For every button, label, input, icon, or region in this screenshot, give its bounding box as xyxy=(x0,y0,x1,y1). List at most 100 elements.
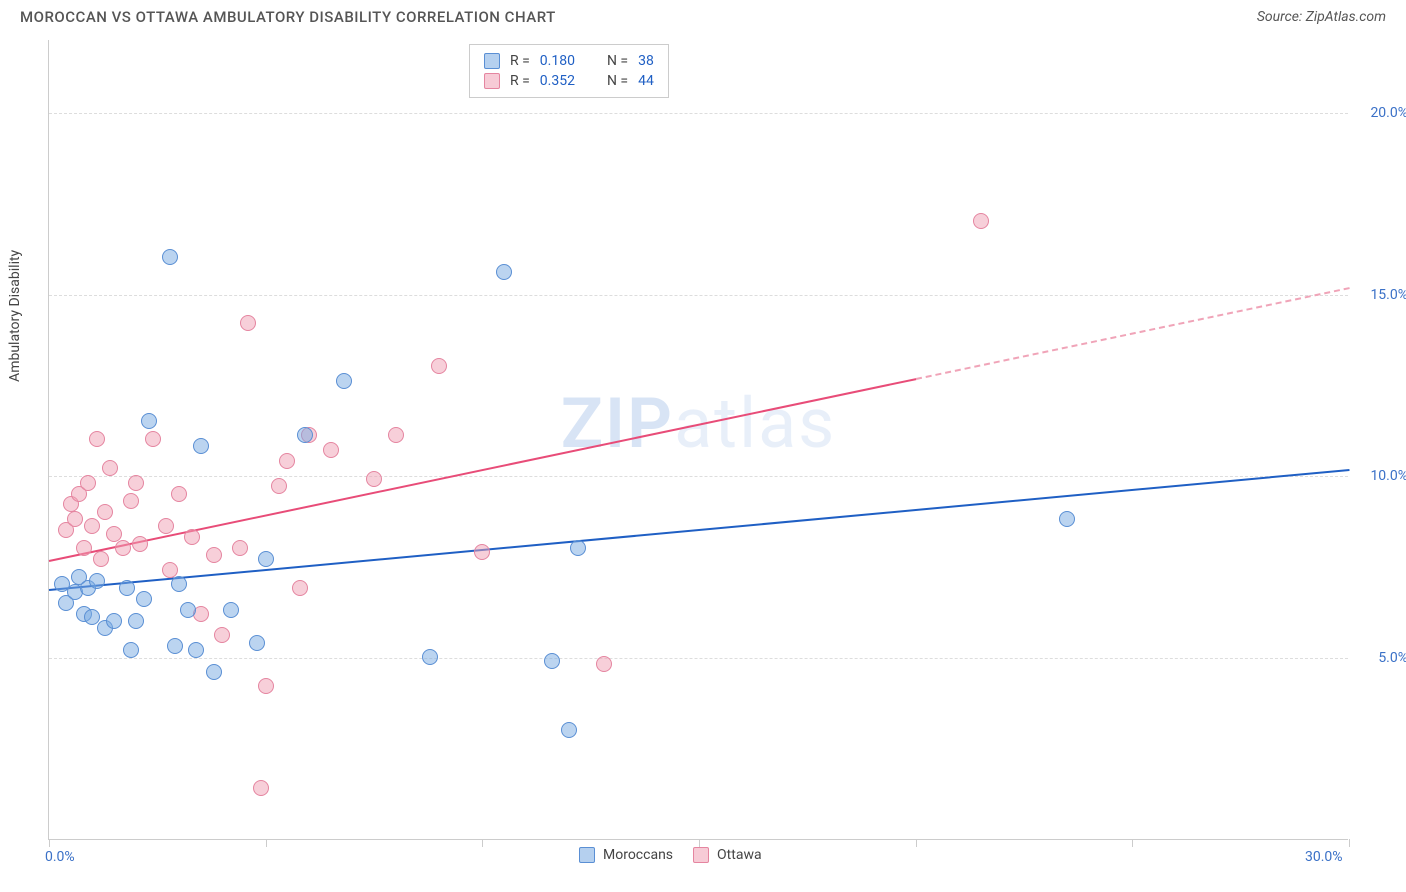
gridline xyxy=(49,113,1348,114)
y-tick-label: 20.0% xyxy=(1370,105,1406,121)
n-value: 44 xyxy=(638,73,654,89)
data-point xyxy=(80,475,96,491)
data-point xyxy=(366,471,382,487)
data-point xyxy=(496,264,512,280)
legend-label: Ottawa xyxy=(717,847,762,863)
gridline xyxy=(49,476,1348,477)
x-tick-label: 0.0% xyxy=(45,849,75,865)
data-point xyxy=(279,453,295,469)
n-label: N = xyxy=(607,73,628,89)
data-point xyxy=(93,551,109,567)
data-point xyxy=(206,664,222,680)
data-point xyxy=(596,656,612,672)
r-value: 0.352 xyxy=(540,73,575,89)
x-tick xyxy=(266,839,267,847)
data-point xyxy=(97,504,113,520)
data-point xyxy=(193,438,209,454)
legend-stats: R = 0.180 N = 38 R = 0.352 N = 44 xyxy=(469,44,669,98)
data-point xyxy=(106,526,122,542)
legend-stats-row: R = 0.180 N = 38 xyxy=(484,51,654,71)
x-tick xyxy=(916,839,917,847)
y-axis-title: Ambulatory Disability xyxy=(7,249,23,381)
data-point xyxy=(206,547,222,563)
data-point xyxy=(973,213,989,229)
data-point xyxy=(214,627,230,643)
gridline xyxy=(49,658,1348,659)
data-point xyxy=(297,427,313,443)
data-point xyxy=(271,478,287,494)
x-tick xyxy=(1349,839,1350,847)
data-point xyxy=(171,486,187,502)
data-point xyxy=(136,591,152,607)
data-point xyxy=(76,540,92,556)
data-point xyxy=(106,613,122,629)
legend-swatch-icon xyxy=(484,53,500,69)
data-point xyxy=(141,413,157,429)
trend-line xyxy=(915,287,1349,380)
legend-swatch-icon xyxy=(484,73,500,89)
data-point xyxy=(474,544,490,560)
data-point xyxy=(167,638,183,654)
data-point xyxy=(249,635,265,651)
data-point xyxy=(132,536,148,552)
data-point xyxy=(171,576,187,592)
data-point xyxy=(67,511,83,527)
data-point xyxy=(431,358,447,374)
data-point xyxy=(253,780,269,796)
n-value: 38 xyxy=(638,53,654,69)
data-point xyxy=(180,602,196,618)
r-label: R = xyxy=(510,53,530,69)
data-point xyxy=(145,431,161,447)
data-point xyxy=(1059,511,1075,527)
header: MOROCCAN VS OTTAWA AMBULATORY DISABILITY… xyxy=(0,0,1406,30)
legend-series: Moroccans Ottawa xyxy=(579,847,762,863)
r-label: R = xyxy=(510,73,530,89)
data-point xyxy=(336,373,352,389)
scatter-chart: Ambulatory Disability ZIPatlas R =0.180N… xyxy=(48,40,1348,840)
data-point xyxy=(162,249,178,265)
source-label: Source: ZipAtlas.com xyxy=(1257,9,1386,25)
n-label: N = xyxy=(607,53,628,69)
data-point xyxy=(258,678,274,694)
watermark-part1: ZIP xyxy=(561,383,674,465)
y-tick-label: 5.0% xyxy=(1378,650,1406,666)
data-point xyxy=(422,649,438,665)
data-point xyxy=(115,540,131,556)
data-point xyxy=(89,431,105,447)
trend-line xyxy=(49,378,916,562)
data-point xyxy=(388,427,404,443)
chart-title: MOROCCAN VS OTTAWA AMBULATORY DISABILITY… xyxy=(20,8,556,26)
data-point xyxy=(123,493,139,509)
data-point xyxy=(188,642,204,658)
y-tick-label: 10.0% xyxy=(1370,468,1406,484)
legend-stats-row: R = 0.352 N = 44 xyxy=(484,71,654,91)
data-point xyxy=(570,540,586,556)
legend-swatch-icon xyxy=(579,847,595,863)
r-value: 0.180 xyxy=(540,53,575,69)
gridline xyxy=(49,295,1348,296)
data-point xyxy=(240,315,256,331)
legend-label: Moroccans xyxy=(603,847,673,863)
data-point xyxy=(223,602,239,618)
data-point xyxy=(128,613,144,629)
data-point xyxy=(292,580,308,596)
data-point xyxy=(128,475,144,491)
data-point xyxy=(184,529,200,545)
legend-item: Ottawa xyxy=(693,847,762,863)
data-point xyxy=(102,460,118,476)
x-tick xyxy=(699,839,700,847)
x-tick xyxy=(49,839,50,847)
legend-swatch-icon xyxy=(693,847,709,863)
trend-line xyxy=(49,469,1349,591)
data-point xyxy=(158,518,174,534)
data-point xyxy=(323,442,339,458)
data-point xyxy=(162,562,178,578)
data-point xyxy=(561,722,577,738)
data-point xyxy=(258,551,274,567)
data-point xyxy=(89,573,105,589)
legend-item: Moroccans xyxy=(579,847,673,863)
x-tick xyxy=(1132,839,1133,847)
data-point xyxy=(544,653,560,669)
x-tick xyxy=(482,839,483,847)
data-point xyxy=(119,580,135,596)
